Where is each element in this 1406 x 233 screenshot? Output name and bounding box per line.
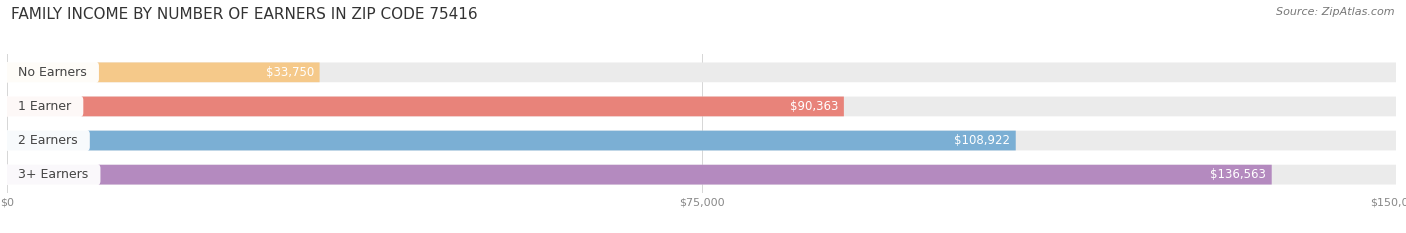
Text: 1 Earner: 1 Earner xyxy=(10,100,79,113)
Text: 3+ Earners: 3+ Earners xyxy=(10,168,96,181)
Text: Source: ZipAtlas.com: Source: ZipAtlas.com xyxy=(1277,7,1395,17)
FancyBboxPatch shape xyxy=(7,131,1015,151)
Text: $90,363: $90,363 xyxy=(790,100,838,113)
FancyBboxPatch shape xyxy=(7,165,1396,185)
Text: $33,750: $33,750 xyxy=(266,66,314,79)
FancyBboxPatch shape xyxy=(7,62,1396,82)
Text: $108,922: $108,922 xyxy=(955,134,1010,147)
FancyBboxPatch shape xyxy=(7,96,844,116)
FancyBboxPatch shape xyxy=(7,62,319,82)
FancyBboxPatch shape xyxy=(7,165,1271,185)
FancyBboxPatch shape xyxy=(7,131,1396,151)
FancyBboxPatch shape xyxy=(7,96,1396,116)
Text: 2 Earners: 2 Earners xyxy=(10,134,86,147)
Text: FAMILY INCOME BY NUMBER OF EARNERS IN ZIP CODE 75416: FAMILY INCOME BY NUMBER OF EARNERS IN ZI… xyxy=(11,7,478,22)
Text: No Earners: No Earners xyxy=(10,66,94,79)
Text: $136,563: $136,563 xyxy=(1211,168,1267,181)
